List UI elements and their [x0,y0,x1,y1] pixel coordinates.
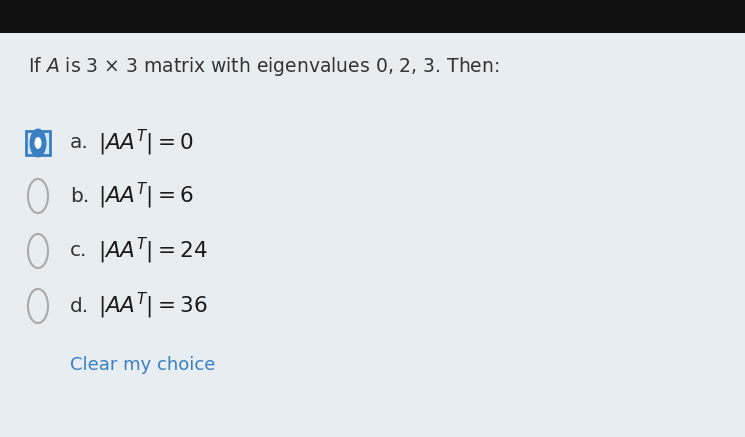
Ellipse shape [34,137,42,149]
Text: Clear my choice: Clear my choice [70,356,215,374]
FancyBboxPatch shape [26,131,50,155]
Text: b.: b. [70,187,89,205]
Text: a.: a. [70,133,89,153]
Ellipse shape [30,128,46,157]
Text: $|AA^T| = 24$: $|AA^T| = 24$ [98,236,208,266]
Text: $|AA^T| = 36$: $|AA^T| = 36$ [98,291,208,321]
FancyBboxPatch shape [0,0,745,33]
Text: c.: c. [70,242,87,260]
Text: $|AA^T| = 0$: $|AA^T| = 0$ [98,128,194,158]
Text: If $\mathit{A}$ is 3 × 3 matrix with eigenvalues 0, 2, 3. Then:: If $\mathit{A}$ is 3 × 3 matrix with eig… [28,55,500,78]
Text: d.: d. [70,296,89,316]
Text: $|AA^T| = 6$: $|AA^T| = 6$ [98,181,194,211]
